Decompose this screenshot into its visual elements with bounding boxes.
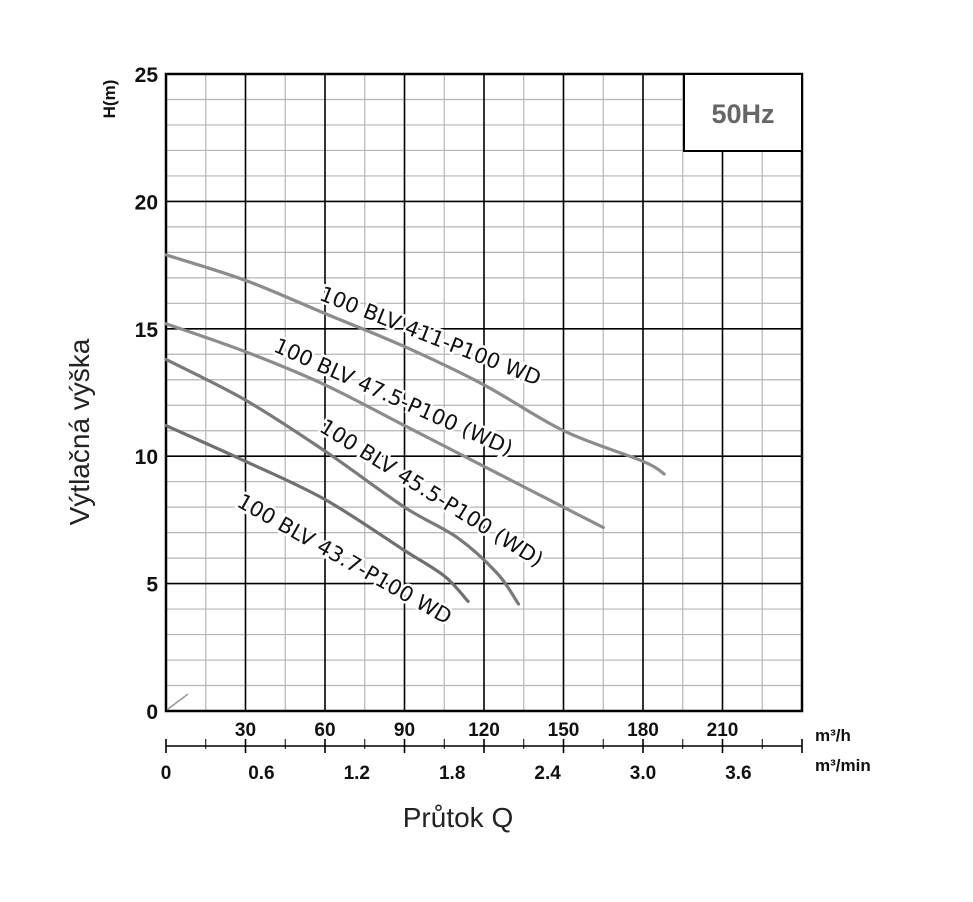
x-axis-secondary-unit: m³/min: [815, 756, 871, 775]
y-axis-title: Výtlačná výška: [64, 338, 95, 525]
curve-2: [164, 322, 605, 530]
x-tick-label-primary: 30: [235, 720, 256, 741]
major-grid: [166, 74, 802, 711]
curve-1: [164, 253, 666, 476]
y-axis-ticks: 0 5 10 15 20 25: [135, 64, 159, 724]
y-tick-label: 0: [146, 701, 158, 724]
x-axis-primary-ticks: 30 60 90 120 150 180 210: [235, 720, 738, 741]
x-axis-secondary-ticks: 0 0.6 1.2 1.8 2.4 3.0 3.6: [161, 763, 752, 784]
x-tick-label-secondary: 3.6: [725, 763, 751, 784]
curve-3: [164, 357, 521, 606]
x-tick-label-secondary: 3.0: [630, 763, 656, 784]
y-tick-label: 10: [135, 446, 158, 469]
x-tick-label-primary: 180: [627, 720, 659, 741]
x-axis-title: Průtok Q: [403, 802, 513, 833]
x-tick-label-primary: 150: [548, 720, 580, 741]
y-tick-label: 15: [135, 319, 159, 342]
x-tick-label-primary: 60: [314, 720, 335, 741]
y-tick-label: 25: [135, 64, 159, 87]
plot-frame: [164, 72, 804, 713]
x-tick-label-secondary: 1.8: [439, 763, 465, 784]
frequency-badge: 50Hz: [683, 73, 803, 152]
x-tick-label-secondary: 1.2: [344, 763, 370, 784]
x-axis-secondary: [165, 739, 803, 753]
x-axis-primary-unit: m³/h: [815, 726, 851, 745]
x-tick-label-primary: 90: [394, 720, 415, 741]
x-tick-label-secondary: 0: [161, 763, 172, 784]
pump-curves: [164, 253, 666, 606]
y-tick-label: 5: [146, 574, 158, 597]
x-tick-label-secondary: 0.6: [248, 763, 274, 784]
x-tick-label-primary: 210: [707, 720, 739, 741]
origin-mark: [167, 693, 189, 710]
frequency-badge-text: 50Hz: [711, 99, 774, 129]
curve-4: [164, 424, 470, 603]
x-tick-label-primary: 120: [468, 720, 500, 741]
y-tick-label: 20: [135, 191, 158, 214]
x-tick-label-secondary: 2.4: [534, 763, 561, 784]
y-axis-short-label: H(m): [100, 80, 119, 119]
